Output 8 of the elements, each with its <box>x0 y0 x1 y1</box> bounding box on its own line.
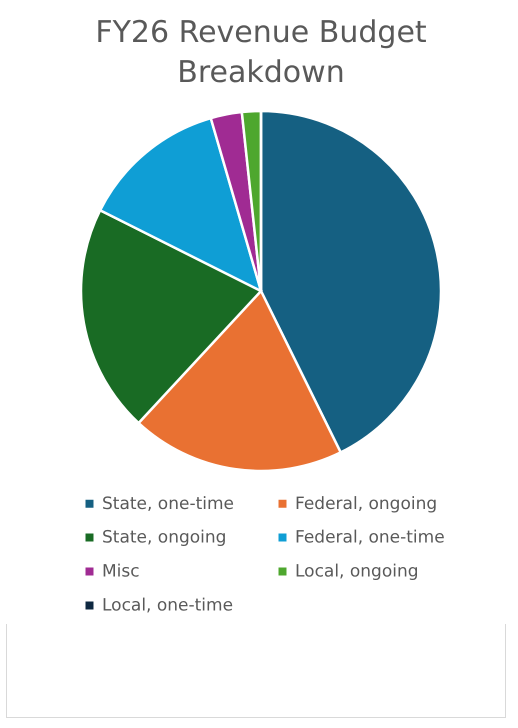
legend-label: State, one-time <box>102 494 234 514</box>
legend-label: Local, ongoing <box>295 562 419 582</box>
legend-label: Misc <box>102 562 140 582</box>
chart-title: FY26 Revenue Budget Breakdown <box>95 15 427 90</box>
legend-label: Federal, ongoing <box>295 494 438 514</box>
legend-label: Local, one-time <box>102 596 234 616</box>
legend-label: State, ongoing <box>102 528 226 548</box>
legend-label: Federal, one-time <box>295 528 445 548</box>
